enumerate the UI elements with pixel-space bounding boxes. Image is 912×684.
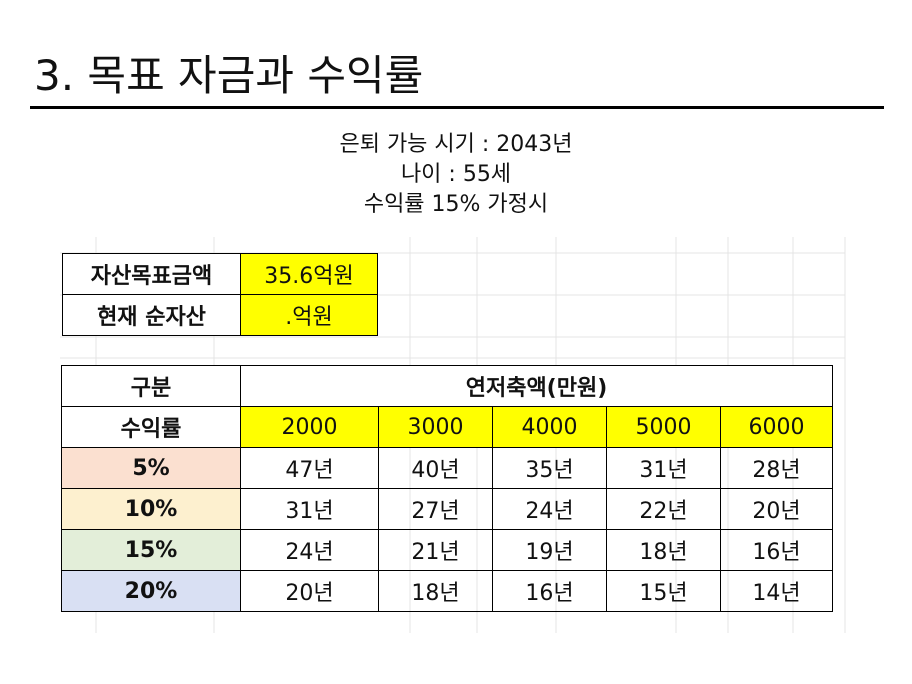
amount-row: 수익률 2000 3000 4000 5000 6000 — [61, 406, 833, 448]
years-cell: 28년 — [720, 447, 833, 489]
amount-cell: 3000 — [378, 406, 493, 448]
annual-savings-header: 연저축액(만원) — [240, 365, 833, 407]
rate-cell: 10% — [61, 488, 241, 530]
target-asset-value: 35.6억원 — [240, 253, 378, 295]
age-line: 나이 : 55세 — [400, 162, 512, 187]
amount-cell: 6000 — [720, 406, 833, 448]
years-cell: 31년 — [606, 447, 721, 489]
years-cell: 24년 — [492, 488, 607, 530]
rate-header: 수익률 — [61, 406, 241, 448]
table-row: 5% 47년 40년 35년 31년 28년 — [61, 447, 833, 489]
years-cell: 20년 — [240, 570, 379, 612]
retirement-year-line: 은퇴 가능 시기 : 2043년 — [339, 132, 573, 157]
years-cell: 18년 — [378, 570, 493, 612]
years-cell: 21년 — [378, 529, 493, 571]
years-cell: 18년 — [606, 529, 721, 571]
title-underline — [30, 106, 884, 109]
savings-years-table: 구분 연저축액(만원) 수익률 2000 3000 4000 5000 6000… — [61, 365, 833, 612]
amount-cell: 4000 — [492, 406, 607, 448]
years-cell: 16년 — [720, 529, 833, 571]
years-cell: 27년 — [378, 488, 493, 530]
years-cell: 35년 — [492, 447, 607, 489]
target-asset-label: 자산목표금액 — [62, 253, 241, 295]
amount-cell: 5000 — [606, 406, 721, 448]
header-row: 구분 연저축액(만원) — [61, 365, 833, 407]
current-asset-value: .억원 — [240, 294, 378, 336]
return-assumption-line: 수익률 15% 가정시 — [363, 192, 549, 217]
amount-cell: 2000 — [240, 406, 379, 448]
category-header: 구분 — [61, 365, 241, 407]
rate-cell: 20% — [61, 570, 241, 612]
years-cell: 40년 — [378, 447, 493, 489]
target-asset-row: 자산목표금액 35.6억원 — [62, 253, 378, 295]
years-cell: 31년 — [240, 488, 379, 530]
years-cell: 15년 — [606, 570, 721, 612]
current-asset-row: 현재 순자산 .억원 — [62, 294, 378, 336]
asset-summary-table: 자산목표금액 35.6억원 현재 순자산 .억원 — [62, 253, 378, 336]
years-cell: 47년 — [240, 447, 379, 489]
table-row: 10% 31년 27년 24년 22년 20년 — [61, 488, 833, 530]
years-cell: 19년 — [492, 529, 607, 571]
years-cell: 22년 — [606, 488, 721, 530]
table-row: 20% 20년 18년 16년 15년 14년 — [61, 570, 833, 612]
years-cell: 20년 — [720, 488, 833, 530]
rate-cell: 15% — [61, 529, 241, 571]
rate-cell: 5% — [61, 447, 241, 489]
slide-title: 3. 목표 자금과 수익률 — [34, 51, 424, 100]
years-cell: 24년 — [240, 529, 379, 571]
years-cell: 14년 — [720, 570, 833, 612]
table-row: 15% 24년 21년 19년 18년 16년 — [61, 529, 833, 571]
years-cell: 16년 — [492, 570, 607, 612]
current-asset-label: 현재 순자산 — [62, 294, 241, 336]
